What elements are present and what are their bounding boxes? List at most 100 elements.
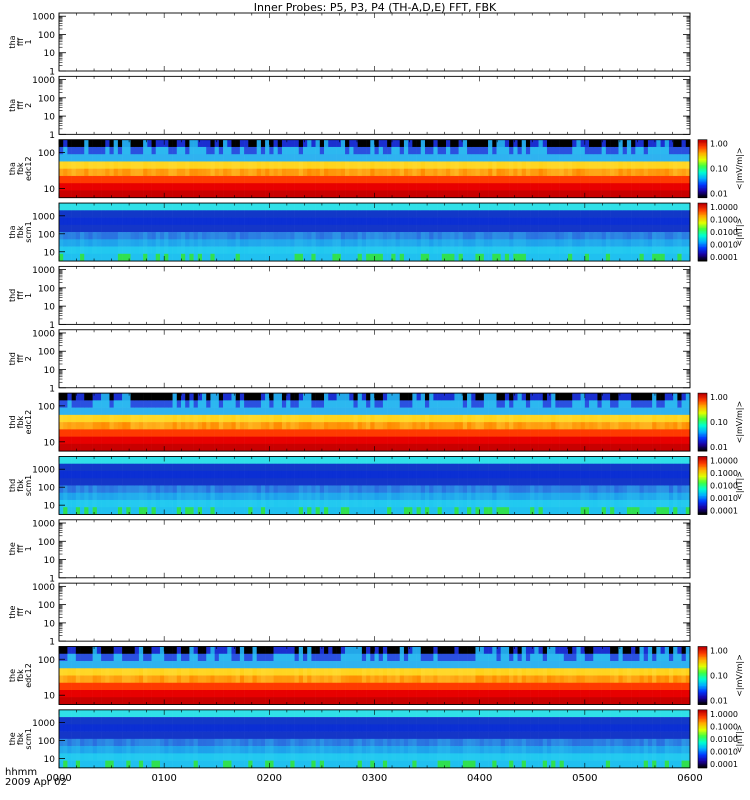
- panel-tha-fbk-edc12-colorbar-cell: [698, 154, 707, 157]
- panel-tha-fbk-scm1-cell: [509, 253, 514, 262]
- panel-tha-fbk-edc12-cell: [88, 183, 93, 191]
- panel-thd-fbk-edc12-cell: [382, 422, 388, 430]
- panel-tha-fbk-scm1-cell: [332, 253, 337, 262]
- panel-tha-fbk-edc12-cell: [307, 146, 312, 155]
- panel-tha-fbk-scm1-cell: [408, 232, 413, 240]
- panel-thd-fbk-edc12-cell: [277, 429, 283, 437]
- panel-thd-fbk-scm1-cell: [122, 456, 127, 464]
- panel-thd-fbk-scm1-cell: [227, 499, 232, 508]
- panel-tha-fbk-scm1-cell: [681, 239, 687, 247]
- panel-thd-fbk-edc12-cell: [408, 407, 413, 416]
- panel-thd-fbk-edc12-cell: [134, 436, 140, 445]
- panel-tha-fbk-scm1-cell: [534, 210, 539, 218]
- panel-tha-fbk-scm1-cell: [210, 246, 215, 255]
- panel-tha-fbk-scm1-cell: [589, 217, 594, 226]
- panel-thd-fbk-edc12-cell: [580, 393, 586, 401]
- panel-tha-fbk-edc12-cell: [391, 175, 396, 184]
- panel-thd-fbk-edc12-cell: [597, 414, 602, 423]
- panel-tha-fbk-scm1-cell: [357, 239, 363, 247]
- panel-thd-fbk-edc12-cell: [593, 393, 598, 401]
- panel-tha-fbk-edc12-cell: [319, 183, 325, 191]
- panel-thd-fbk-edc12-cell: [286, 393, 291, 401]
- panel-thd-fbk-scm1-cell: [109, 507, 114, 515]
- panel-thd-fbk-edc12-cell: [117, 393, 123, 401]
- panel-tha-fbk-edc12-cell: [433, 168, 438, 177]
- panel-thd-fbk-scm1-cell: [151, 470, 157, 479]
- panel-tha-fbk-edc12-cell: [361, 183, 367, 191]
- panel-tha-fbk-scm1-cell: [424, 203, 430, 211]
- panel-thd-fbk-scm1-cell: [122, 485, 127, 493]
- panel-tha-fbk-edc12-colorbar: 1.000.100.01<|mV/m|>: [697, 139, 744, 199]
- panel-tha-fbk-scm1-cell: [542, 253, 548, 262]
- panel-tha-fbk-edc12-cell: [210, 183, 215, 191]
- panel-thd-fbk-edc12-cell: [660, 393, 666, 401]
- panel-tha-fbk-scm1-cell: [75, 239, 81, 247]
- panel-tha-fbk-scm1-cell: [601, 224, 607, 233]
- panel-thd-fbk-scm1-cell: [269, 463, 274, 472]
- panel-thd-fbk-edc12-cell: [504, 393, 510, 401]
- panel-tha-fbk-scm1-cell: [340, 239, 346, 247]
- panel-tha-fbk-scm1-cell: [660, 217, 666, 226]
- panel-tha-fbk-scm1-cell: [113, 224, 119, 233]
- panel-tha-fbk-edc12-cell: [521, 168, 527, 177]
- panel-thd-fbk-edc12-cell: [273, 407, 279, 416]
- panel-tha-fbk-scm1-cell: [265, 232, 270, 240]
- panel-tha-fbk-edc12-cell: [281, 190, 287, 198]
- panel-thd-fbk-edc12-cell: [437, 414, 443, 423]
- panel-tha-fbk-edc12-cell: [450, 175, 455, 184]
- panel-thd-fbk-scm1-cell: [80, 478, 85, 486]
- panel-thd-fbk-edc12-cell: [71, 400, 77, 408]
- panel-thd-fbk-edc12-cell: [446, 414, 451, 423]
- panel-thd-fbk-scm1-cell: [252, 478, 258, 486]
- panel-thd-fbk-edc12-cell: [298, 414, 304, 423]
- panel-thd-fbk-edc12-cell: [84, 429, 89, 437]
- panel-thd-fbk-scm1-cell: [92, 499, 98, 508]
- panel-thd-fbk-edc12-cell: [302, 400, 308, 408]
- panel-thd-fbk-edc12-cell: [172, 422, 178, 430]
- panel-thd-fbk-scm1-cell: [113, 463, 119, 472]
- panel-tha-fbk-edc12-cell: [374, 161, 380, 169]
- panel-thd-fbk-scm1-cell: [164, 507, 169, 515]
- panel-thd-fbk-edc12-cell: [231, 436, 236, 445]
- panel-tha-fbk-scm1-cell: [223, 239, 228, 247]
- panel-tha-fbk-scm1-cell: [67, 246, 72, 255]
- panel-tha-fbk-scm1-cell: [122, 232, 127, 240]
- panel-tha-fbk-edc12-cell: [631, 183, 636, 191]
- panel-tha-fbk-edc12-cell: [96, 161, 102, 169]
- panel-tha-fbk-edc12-cell: [597, 175, 602, 184]
- panel-tha-fbk-scm1-cell: [479, 224, 485, 233]
- panel-tha-fbk-scm1-cell: [366, 210, 371, 218]
- panel-thd-fbk-edc12-cell: [538, 422, 544, 430]
- panel-tha-fbk-edc12-cell: [458, 161, 464, 169]
- panel-tha-fbk-scm1-colorbar-tick-label: 0.0100: [710, 228, 738, 237]
- panel-thd-fbk-edc12-colorbar-cell: [698, 403, 707, 406]
- panel-tha-fbk-scm1-cell: [143, 210, 148, 218]
- panel-tha-fbk-edc12-cell: [403, 139, 409, 148]
- panel-thd-fbk-edc12-cell: [193, 429, 199, 437]
- panel-thd-fbk-edc12-cell: [546, 407, 552, 416]
- panel-tha-fbk-edc12-cell: [311, 190, 316, 198]
- panel-tha-fbk-edc12-cell: [239, 139, 245, 148]
- panel-thd-fbk-edc12-cell: [500, 407, 506, 416]
- panel-tha-fbk-scm1-cell: [656, 246, 661, 255]
- panel-tha-fbk-edc12-cell: [328, 175, 333, 184]
- panel-tha-fbk-scm1-cell: [395, 224, 401, 233]
- panel-tha-fbk-scm1-cell: [580, 246, 586, 255]
- panel-tha-fbk-edc12-cell: [345, 183, 350, 191]
- panel-thd-fbk-scm1-cell: [176, 470, 182, 479]
- panel-thd-fbk-edc12-cell: [488, 400, 493, 408]
- panel-thd-fbk-edc12-cell: [639, 414, 645, 423]
- panel-tha-fbk-scm1-cell: [336, 239, 342, 247]
- panel-thd-fbk-scm1-cell: [92, 456, 98, 464]
- panel-tha-fbk-scm1-cell: [302, 217, 308, 226]
- panel-thd-fbk-edc12-cell: [197, 400, 203, 408]
- panel-tha-fbk-edc12-cell: [513, 190, 518, 198]
- panel-tha-fbk-edc12-cell: [252, 183, 258, 191]
- panel-thd-fbk-edc12-cell: [580, 407, 586, 416]
- panel-tha-fbk-edc12-cell: [336, 146, 342, 155]
- panel-thd-fbk-scm1-cell: [101, 499, 106, 508]
- panel-thd-fbk-edc12-cell: [479, 400, 485, 408]
- panel-tha-fbk-scm1-cell: [370, 224, 375, 233]
- panel-tha-fbk-edc12-cell: [416, 139, 422, 148]
- panel-thd-fbk-scm1-cell: [210, 485, 215, 493]
